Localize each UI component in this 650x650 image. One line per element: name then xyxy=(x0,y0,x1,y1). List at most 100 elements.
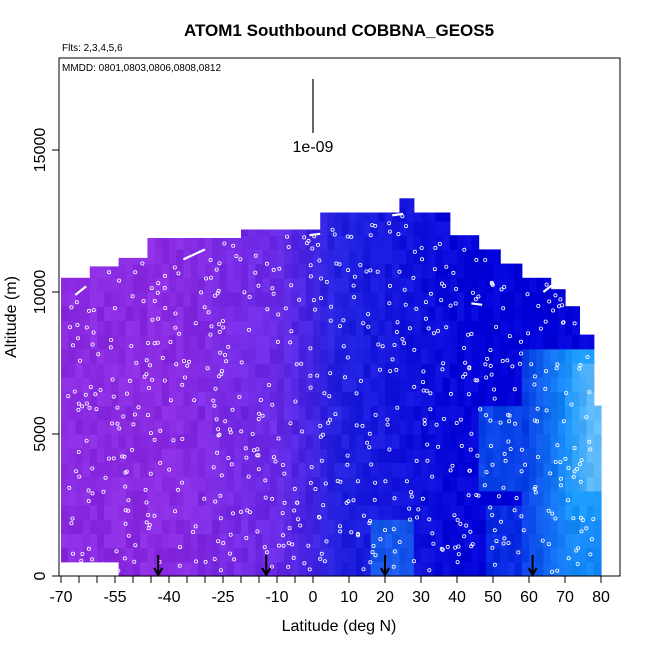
heat-cell xyxy=(457,519,465,534)
heat-cell xyxy=(89,266,98,279)
heat-cell xyxy=(320,363,328,378)
heat-cell xyxy=(514,348,523,364)
heat-cell xyxy=(493,490,501,506)
heat-cell xyxy=(485,462,494,478)
observation-point xyxy=(173,325,178,330)
heat-cell xyxy=(478,391,487,407)
heat-cell xyxy=(529,277,537,293)
heat-cell xyxy=(154,448,163,463)
heat-cell xyxy=(514,505,523,520)
heat-cell xyxy=(399,561,408,577)
heat-cell xyxy=(557,519,566,534)
heat-cell xyxy=(313,448,321,463)
heat-cell xyxy=(277,519,285,534)
observation-point xyxy=(463,360,468,365)
observation-point xyxy=(561,419,566,424)
heat-cell xyxy=(190,377,199,392)
observation-point xyxy=(414,458,419,463)
observation-point xyxy=(111,456,116,461)
heat-cell xyxy=(161,405,170,421)
heat-cell xyxy=(291,419,300,435)
observation-point xyxy=(286,541,291,546)
heat-cell xyxy=(205,363,213,378)
observation-point xyxy=(309,465,314,470)
heat-cell xyxy=(104,490,112,506)
heat-cell xyxy=(435,533,444,549)
heat-cell xyxy=(133,434,141,449)
heat-cell xyxy=(111,448,120,463)
heat-cell xyxy=(428,334,436,350)
heat-cell xyxy=(543,277,552,293)
observation-point xyxy=(403,302,408,307)
heat-cell xyxy=(421,448,429,463)
heat-cell xyxy=(457,505,465,520)
heat-cell xyxy=(161,306,170,321)
heat-cell xyxy=(241,434,249,449)
heat-cell xyxy=(363,462,372,478)
observation-point xyxy=(468,529,473,534)
observation-point xyxy=(338,479,343,484)
heat-cell xyxy=(154,505,163,520)
heat-cell xyxy=(478,334,487,350)
heat-cell xyxy=(341,249,350,265)
heat-cell xyxy=(104,462,112,478)
heat-cell xyxy=(169,249,177,265)
heat-cell xyxy=(471,235,480,250)
heat-cell xyxy=(75,533,84,549)
heat-cell xyxy=(413,221,422,236)
heat-cell xyxy=(320,391,328,407)
heat-cell xyxy=(586,448,595,463)
observation-point xyxy=(456,552,461,557)
heat-cell xyxy=(449,363,458,378)
observation-point xyxy=(322,559,327,564)
observation-point xyxy=(467,468,472,473)
heat-cell xyxy=(248,292,256,307)
observation-point xyxy=(367,521,372,526)
observation-point xyxy=(202,496,207,501)
heat-cell xyxy=(248,434,256,449)
heat-cell xyxy=(197,462,206,478)
observation-point xyxy=(423,316,428,321)
heat-cell xyxy=(356,277,364,293)
heat-cell xyxy=(485,292,494,307)
heat-cell xyxy=(313,462,321,478)
heat-cell xyxy=(298,306,307,321)
heat-cell xyxy=(305,547,314,563)
heat-cell xyxy=(118,292,127,307)
observation-point xyxy=(77,474,82,479)
observation-point xyxy=(132,412,137,417)
observation-point xyxy=(422,421,427,426)
heat-cell xyxy=(169,306,177,321)
observation-point xyxy=(492,562,497,567)
heat-cell xyxy=(176,462,184,478)
heat-cell xyxy=(413,212,422,222)
heat-cell xyxy=(233,363,242,378)
heat-cell xyxy=(125,257,134,265)
flight-track-segment xyxy=(471,302,483,306)
observation-point xyxy=(162,273,167,278)
heat-cell xyxy=(75,348,84,364)
observation-point xyxy=(420,496,425,501)
observation-point xyxy=(283,306,288,311)
heat-cell xyxy=(147,363,156,378)
heat-cell xyxy=(413,377,422,392)
heat-cell xyxy=(262,320,271,336)
heat-cell xyxy=(385,235,393,250)
heat-cell xyxy=(284,391,292,407)
heat-cell xyxy=(277,363,285,378)
heat-cell xyxy=(212,561,220,577)
heat-cell xyxy=(140,257,148,265)
heat-cell xyxy=(421,292,429,307)
heat-cell xyxy=(248,320,256,336)
heat-cell xyxy=(529,363,537,378)
observation-point xyxy=(144,520,149,525)
heat-cell xyxy=(493,306,501,321)
heat-cell xyxy=(493,476,501,492)
heat-cell xyxy=(111,462,120,478)
heat-cell xyxy=(406,377,415,392)
observation-point xyxy=(441,361,446,366)
heat-cell xyxy=(392,363,400,378)
heat-cell xyxy=(284,263,292,279)
observation-point xyxy=(411,559,416,564)
observation-point xyxy=(354,423,359,428)
